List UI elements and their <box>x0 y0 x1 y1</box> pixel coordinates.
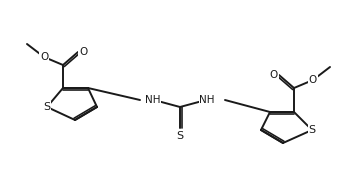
Text: S: S <box>43 102 51 112</box>
Text: S: S <box>308 125 316 135</box>
Text: S: S <box>176 131 183 141</box>
Text: O: O <box>309 75 317 85</box>
Text: NH: NH <box>145 95 160 105</box>
Text: NH: NH <box>200 95 215 105</box>
Text: O: O <box>40 52 48 62</box>
Text: O: O <box>270 70 278 80</box>
Text: O: O <box>79 47 87 57</box>
